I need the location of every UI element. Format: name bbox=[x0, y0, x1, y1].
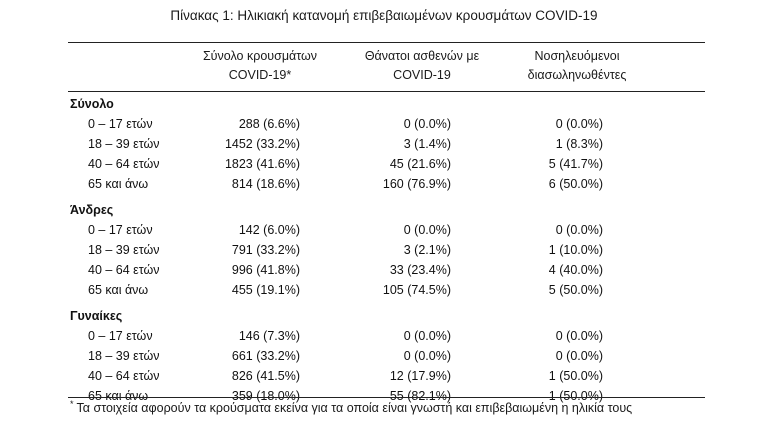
bottom-rule bbox=[68, 397, 705, 398]
header-deaths: Θάνατοι ασθενών με COVID-19 bbox=[347, 47, 497, 85]
intubated-cell: 1 (50.0%) bbox=[548, 369, 603, 383]
table-row: 0 – 17 ετών 142 (6.0%) 0 (0.0%) 0 (0.0%) bbox=[0, 220, 768, 240]
cases-cell: 455 (19.1%) bbox=[231, 283, 300, 297]
cases-cell: 288 (6.6%) bbox=[238, 117, 300, 131]
cases-cell: 146 (7.3%) bbox=[238, 329, 300, 343]
header-intubated-line1: Νοσηλευόμενοι bbox=[534, 49, 620, 63]
cases-cell: 826 (41.5%) bbox=[231, 369, 300, 383]
age-cell: 0 – 17 ετών bbox=[88, 223, 153, 237]
header-total-cases-line1: Σύνολο κρουσμάτων bbox=[202, 49, 318, 63]
footnote: * Τα στοιχεία αφορούν τα κρούσματα εκείνα… bbox=[70, 399, 633, 415]
footnote-text: Τα στοιχεία αφορούν τα κρούσματα εκείνα … bbox=[76, 401, 633, 415]
intubated-cell: 1 (50.0%) bbox=[548, 389, 603, 403]
age-cell: 40 – 64 ετών bbox=[88, 369, 160, 383]
table-row: 40 – 64 ετών 996 (41.8%) 33 (23.4%) 4 (4… bbox=[0, 260, 768, 280]
cases-cell: 996 (41.8%) bbox=[231, 263, 300, 277]
cases-cell: 814 (18.6%) bbox=[231, 177, 300, 191]
intubated-cell: 1 (10.0%) bbox=[548, 243, 603, 257]
intubated-cell: 0 (0.0%) bbox=[555, 117, 603, 131]
deaths-cell: 12 (17.9%) bbox=[389, 369, 451, 383]
group-label-total: Σύνολο bbox=[70, 97, 114, 111]
age-cell: 65 και άνω bbox=[88, 177, 149, 191]
table-row: 65 και άνω 814 (18.6%) 160 (76.9%) 6 (50… bbox=[0, 174, 768, 194]
table-title: Πίνακας 1: Ηλικιακή κατανομή επιβεβαιωμέ… bbox=[170, 8, 598, 23]
cases-cell: 1823 (41.6%) bbox=[224, 157, 300, 171]
age-cell: 65 και άνω bbox=[88, 389, 149, 403]
table-row: 18 – 39 ετών 661 (33.2%) 0 (0.0%) 0 (0.0… bbox=[0, 346, 768, 366]
age-cell: 65 και άνω bbox=[88, 283, 149, 297]
table-row: 0 – 17 ετών 288 (6.6%) 0 (0.0%) 0 (0.0%) bbox=[0, 114, 768, 134]
deaths-cell: 105 (74.5%) bbox=[382, 283, 451, 297]
age-cell: 0 – 17 ετών bbox=[88, 117, 153, 131]
header-intubated: Νοσηλευόμενοι διασωληνωθέντες bbox=[503, 47, 651, 85]
intubated-cell: 0 (0.0%) bbox=[555, 349, 603, 363]
deaths-cell: 0 (0.0%) bbox=[403, 349, 451, 363]
header-deaths-line1: Θάνατοι ασθενών με bbox=[364, 49, 480, 63]
age-cell: 40 – 64 ετών bbox=[88, 157, 160, 171]
deaths-cell: 0 (0.0%) bbox=[403, 117, 451, 131]
age-cell: 18 – 39 ετών bbox=[88, 137, 160, 151]
intubated-cell: 6 (50.0%) bbox=[548, 177, 603, 191]
cases-cell: 142 (6.0%) bbox=[238, 223, 300, 237]
header-total-cases-line2: COVID-19* bbox=[228, 68, 292, 82]
deaths-cell: 3 (1.4%) bbox=[403, 137, 451, 151]
header-deaths-line2: COVID-19 bbox=[393, 68, 451, 82]
table-row: 18 – 39 ετών 1452 (33.2%) 3 (1.4%) 1 (8.… bbox=[0, 134, 768, 154]
header-intubated-line2: διασωληνωθέντες bbox=[527, 68, 627, 82]
intubated-cell: 4 (40.0%) bbox=[548, 263, 603, 277]
intubated-cell: 0 (0.0%) bbox=[555, 223, 603, 237]
table-body: Σύνολο 0 – 17 ετών 288 (6.6%) 0 (0.0%) 0… bbox=[0, 94, 768, 406]
age-cell: 0 – 17 ετών bbox=[88, 329, 153, 343]
footnote-marker: * bbox=[70, 399, 74, 409]
header-rule bbox=[68, 91, 705, 92]
age-cell: 40 – 64 ετών bbox=[88, 263, 160, 277]
deaths-cell: 0 (0.0%) bbox=[403, 223, 451, 237]
deaths-cell: 160 (76.9%) bbox=[382, 177, 451, 191]
header-total-cases: Σύνολο κρουσμάτων COVID-19* bbox=[190, 47, 330, 85]
table-row: 65 και άνω 455 (19.1%) 105 (74.5%) 5 (50… bbox=[0, 280, 768, 300]
table-row: 18 – 39 ετών 791 (33.2%) 3 (2.1%) 1 (10.… bbox=[0, 240, 768, 260]
cases-cell: 661 (33.2%) bbox=[231, 349, 300, 363]
intubated-cell: 1 (8.3%) bbox=[555, 137, 603, 151]
deaths-cell: 55 (82.1%) bbox=[389, 389, 451, 403]
intubated-cell: 0 (0.0%) bbox=[555, 329, 603, 343]
deaths-cell: 45 (21.6%) bbox=[389, 157, 451, 171]
intubated-cell: 5 (41.7%) bbox=[548, 157, 603, 171]
age-cell: 18 – 39 ετών bbox=[88, 349, 160, 363]
group-label-men: Άνδρες bbox=[70, 203, 114, 217]
age-cell: 18 – 39 ετών bbox=[88, 243, 160, 257]
top-rule bbox=[68, 42, 705, 43]
cases-cell: 1452 (33.2%) bbox=[224, 137, 300, 151]
table-row: 40 – 64 ετών 1823 (41.6%) 45 (21.6%) 5 (… bbox=[0, 154, 768, 174]
group-label-women: Γυναίκες bbox=[70, 309, 123, 323]
table-row: 40 – 64 ετών 826 (41.5%) 12 (17.9%) 1 (5… bbox=[0, 366, 768, 386]
deaths-cell: 33 (23.4%) bbox=[389, 263, 451, 277]
table-row: 0 – 17 ετών 146 (7.3%) 0 (0.0%) 0 (0.0%) bbox=[0, 326, 768, 346]
table-row: 65 και άνω 359 (18.0%) 55 (82.1%) 1 (50.… bbox=[0, 386, 768, 406]
cases-cell: 359 (18.0%) bbox=[231, 389, 300, 403]
deaths-cell: 0 (0.0%) bbox=[403, 329, 451, 343]
deaths-cell: 3 (2.1%) bbox=[403, 243, 451, 257]
intubated-cell: 5 (50.0%) bbox=[548, 283, 603, 297]
cases-cell: 791 (33.2%) bbox=[231, 243, 300, 257]
